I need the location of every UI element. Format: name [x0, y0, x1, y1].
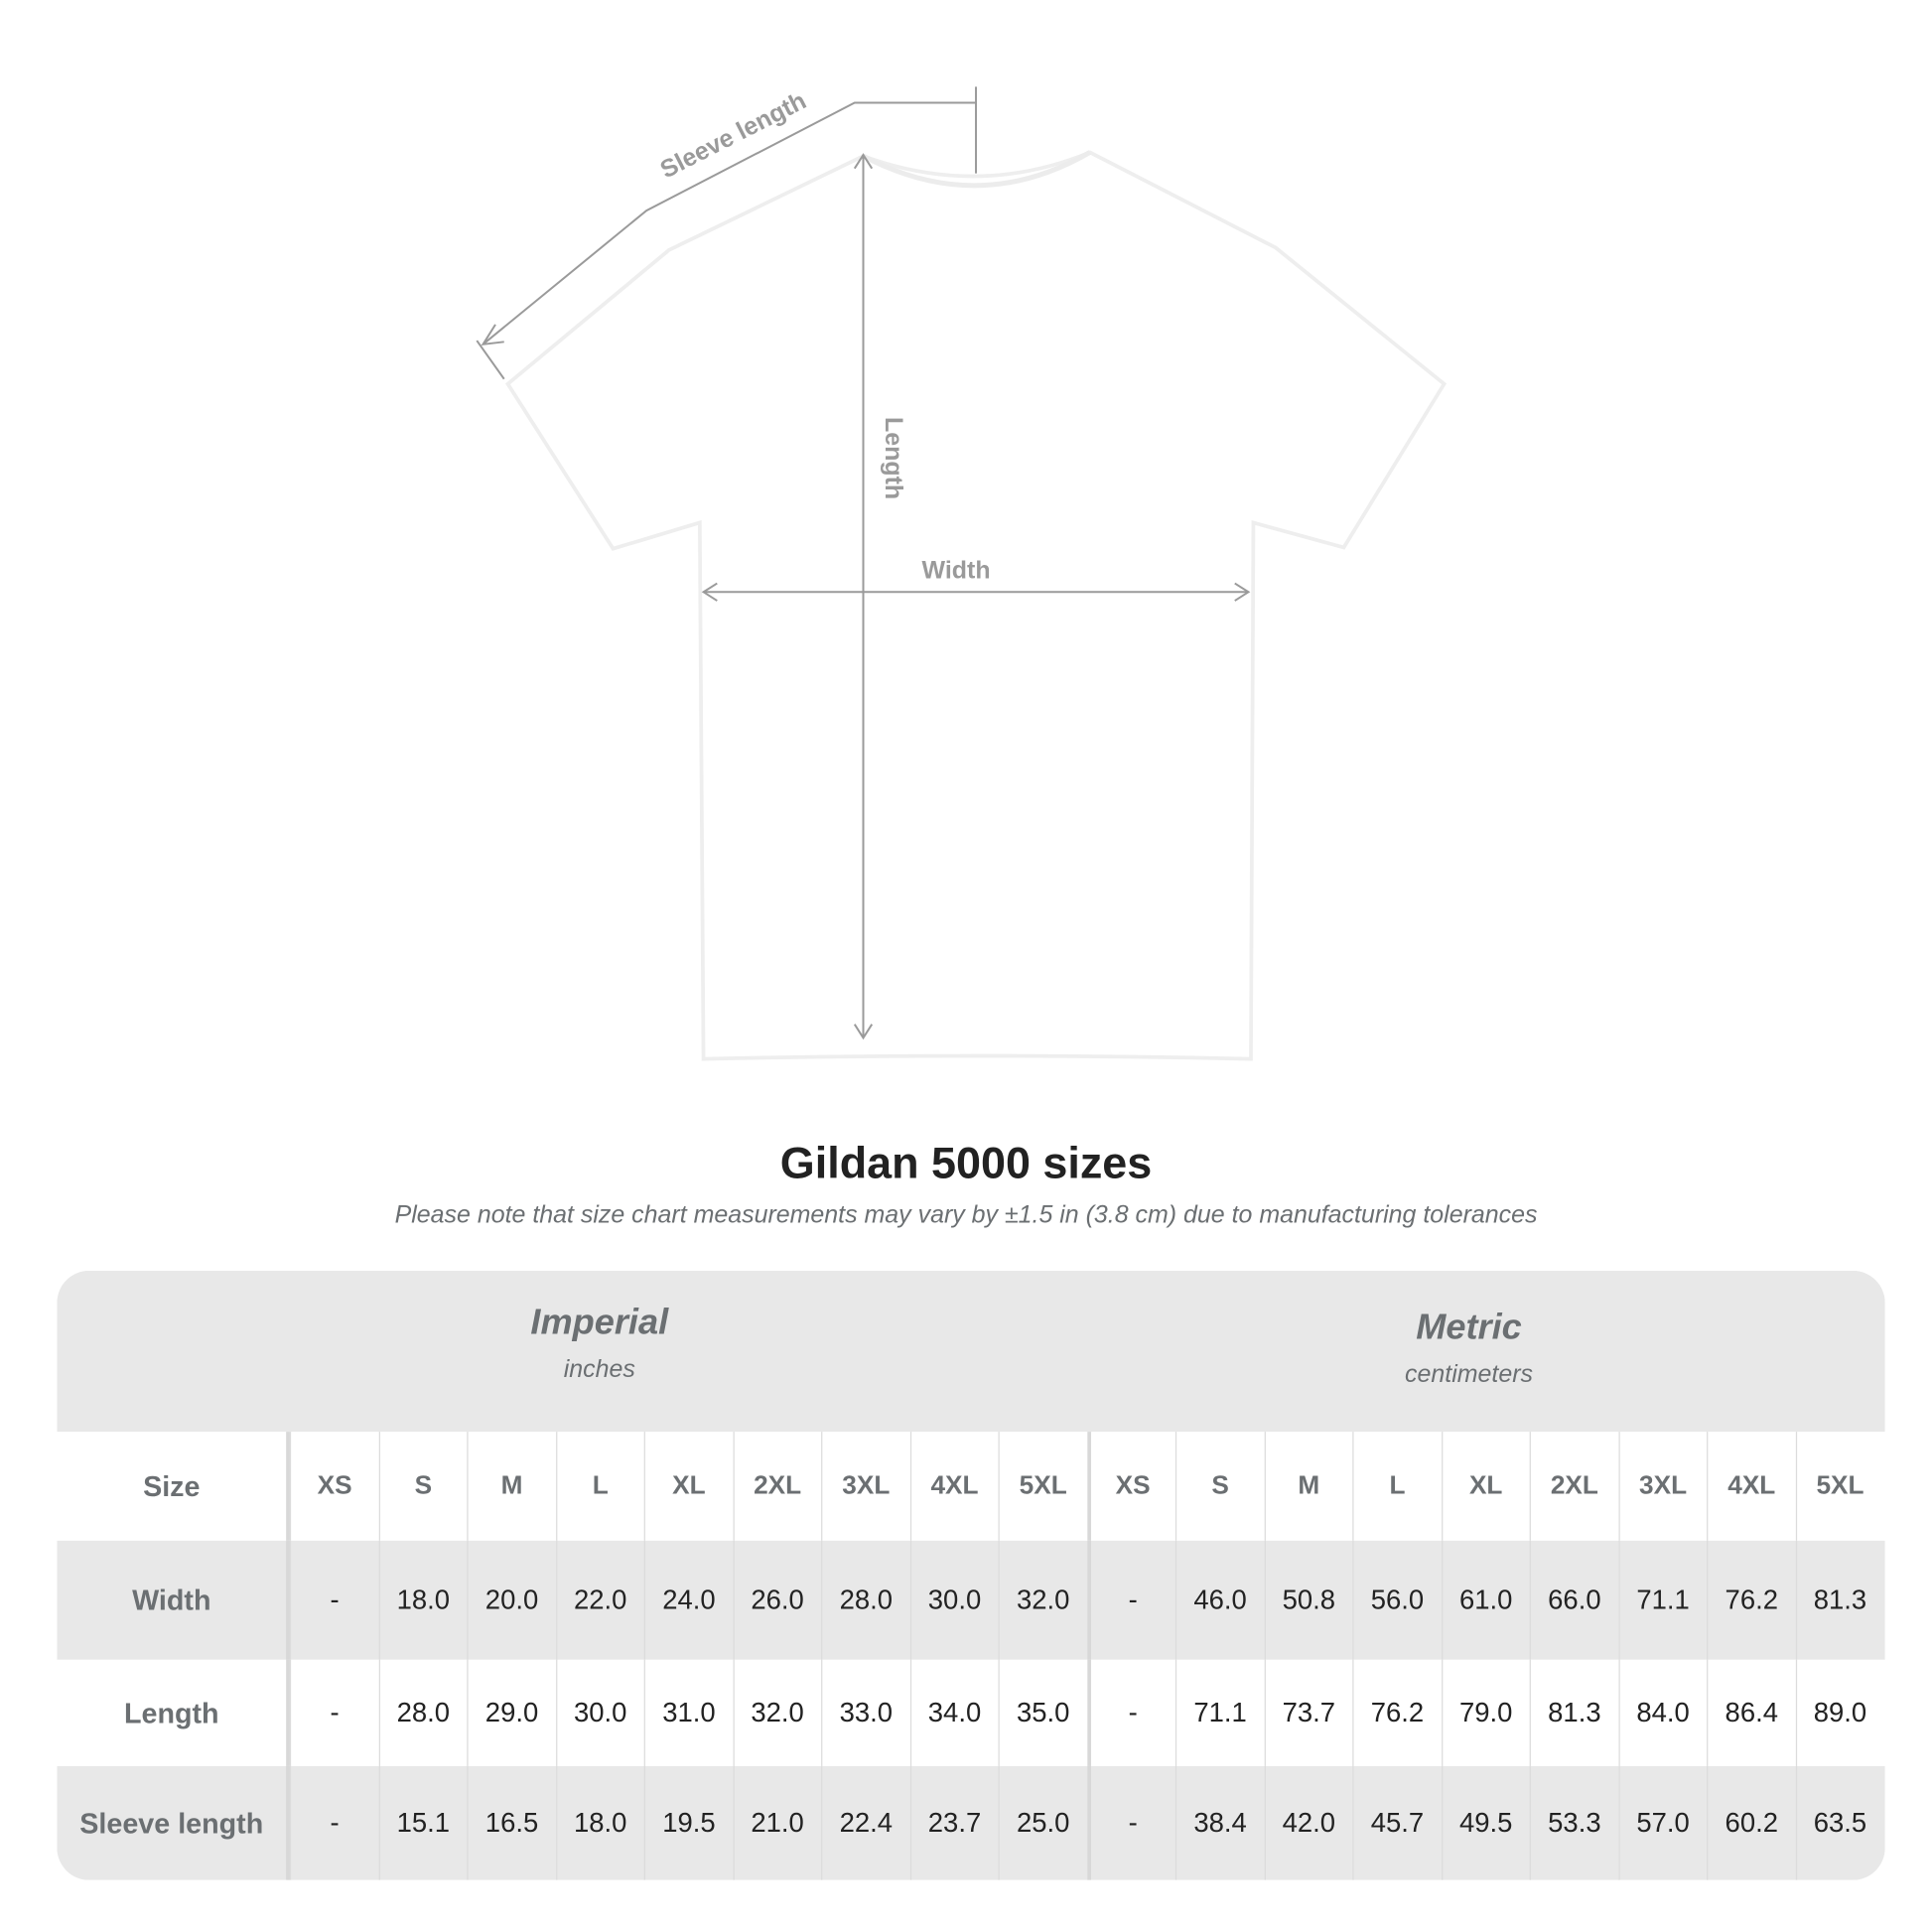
- value-cell-imperial: 23.7: [909, 1765, 998, 1880]
- value-cell-imperial: 26.0: [732, 1540, 821, 1660]
- collar: [862, 150, 1092, 189]
- size-header-imperial: S: [378, 1432, 467, 1541]
- row-label: Width: [57, 1540, 290, 1660]
- tolerance-note: Please note that size chart measurements…: [394, 1201, 1538, 1229]
- value-cell-metric: 71.1: [1174, 1659, 1264, 1766]
- value-cell-metric: 76.2: [1707, 1540, 1795, 1660]
- row-label: Sleeve length: [57, 1765, 290, 1880]
- width-label: Width: [922, 557, 991, 585]
- value-cell-metric: 81.3: [1529, 1659, 1618, 1766]
- value-cell-metric: 61.0: [1441, 1540, 1529, 1660]
- value-cell-imperial: 21.0: [732, 1765, 821, 1880]
- size-header-row: Size XS S M L XL 2XL 3XL 4XL 5XL XS S M L XL 2XL 3XL 4XL…: [57, 1432, 1884, 1541]
- value-cell-imperial: 16.5: [467, 1765, 555, 1880]
- value-cell-imperial: 29.0: [467, 1659, 555, 1766]
- value-cell-metric: 76.2: [1352, 1659, 1441, 1766]
- size-header-imperial: 3XL: [821, 1432, 909, 1541]
- value-cell-imperial: 30.0: [555, 1659, 644, 1766]
- sleeve-length-label: Sleeve length: [656, 86, 811, 184]
- size-header-metric: 3XL: [1617, 1432, 1707, 1541]
- metric-unit: centimeters: [1405, 1361, 1534, 1389]
- value-cell-metric: -: [1086, 1765, 1175, 1880]
- value-cell-imperial: 22.4: [821, 1765, 909, 1880]
- value-cell-metric: 53.3: [1529, 1765, 1618, 1880]
- value-cell-imperial: 28.0: [821, 1540, 909, 1660]
- size-header-imperial: 4XL: [909, 1432, 998, 1541]
- value-cell-metric: 60.2: [1707, 1765, 1795, 1880]
- value-cell-imperial: 34.0: [909, 1659, 998, 1766]
- value-cell-imperial: 25.0: [998, 1765, 1086, 1880]
- value-cell-imperial: -: [289, 1540, 378, 1660]
- size-header-metric: XS: [1086, 1432, 1175, 1541]
- value-cell-imperial: -: [289, 1765, 378, 1880]
- imperial-unit: inches: [563, 1356, 635, 1384]
- value-cell-metric: 50.8: [1264, 1540, 1352, 1660]
- value-cell-imperial: 32.0: [732, 1659, 821, 1766]
- value-cell-metric: 66.0: [1529, 1540, 1618, 1660]
- value-cell-imperial: 31.0: [643, 1659, 733, 1766]
- value-cell-imperial: 28.0: [378, 1659, 467, 1766]
- table-row: Width -18.0 20.0 22.0 24.0 26.0 28.0 30.0 32.0-4…: [57, 1540, 1885, 1660]
- size-header-metric: M: [1264, 1432, 1352, 1541]
- imperial-header: Imperial inches: [290, 1303, 909, 1384]
- size-header-metric: 5XL: [1795, 1432, 1883, 1541]
- length-label: Length: [880, 417, 907, 499]
- value-cell-metric: -: [1086, 1659, 1175, 1766]
- size-header-metric: S: [1174, 1432, 1264, 1541]
- value-cell-metric: 81.3: [1795, 1540, 1883, 1660]
- value-cell-imperial: 33.0: [821, 1659, 909, 1766]
- metric-header: Metric centimeters: [1160, 1308, 1779, 1389]
- size-table: Imperial inches Metric centimeters Size …: [57, 1270, 1885, 1880]
- row-label: Length: [57, 1659, 290, 1766]
- imperial-title: Imperial: [530, 1303, 669, 1343]
- value-cell-metric: 49.5: [1441, 1765, 1529, 1880]
- value-cell-imperial: 30.0: [909, 1540, 998, 1660]
- value-cell-imperial: 18.0: [378, 1540, 467, 1660]
- value-cell-metric: 57.0: [1617, 1765, 1707, 1880]
- value-cell-imperial: 35.0: [998, 1659, 1086, 1766]
- value-cell-imperial: 32.0: [998, 1540, 1086, 1660]
- value-cell-metric: 73.7: [1264, 1659, 1352, 1766]
- value-cell-imperial: 15.1: [378, 1765, 467, 1880]
- size-header-imperial: XL: [643, 1432, 733, 1541]
- size-label: Size: [57, 1432, 290, 1541]
- page-title: Gildan 5000 sizes: [779, 1137, 1153, 1188]
- value-cell-imperial: 19.5: [643, 1765, 733, 1880]
- size-header-imperial: L: [555, 1432, 644, 1541]
- size-header-metric: L: [1352, 1432, 1441, 1541]
- size-header-metric: XL: [1441, 1432, 1529, 1541]
- table-header-band: Imperial inches Metric centimeters: [57, 1270, 1885, 1433]
- value-cell-imperial: 24.0: [643, 1540, 733, 1660]
- value-cell-imperial: 20.0: [467, 1540, 555, 1660]
- table-row: Length -28.0 29.0 30.0 31.0 32.0 33.0 34.0 35.0-…: [57, 1659, 1884, 1766]
- value-cell-imperial: 22.0: [555, 1540, 644, 1660]
- value-cell-metric: 45.7: [1352, 1765, 1441, 1880]
- metric-title: Metric: [1416, 1308, 1522, 1348]
- size-header-metric: 4XL: [1707, 1432, 1795, 1541]
- value-cell-metric: 38.4: [1174, 1765, 1264, 1880]
- value-cell-metric: 42.0: [1264, 1765, 1352, 1880]
- sleeve-length-line: [482, 101, 977, 345]
- size-header-metric: 2XL: [1529, 1432, 1618, 1541]
- size-header-imperial: M: [467, 1432, 555, 1541]
- value-cell-metric: -: [1086, 1540, 1175, 1660]
- size-header-imperial: 5XL: [998, 1432, 1086, 1541]
- value-cell-metric: 89.0: [1795, 1659, 1883, 1766]
- value-cell-imperial: -: [289, 1659, 378, 1766]
- size-header-imperial: 2XL: [732, 1432, 821, 1541]
- value-cell-metric: 71.1: [1617, 1540, 1707, 1660]
- tshirt-shape: [505, 150, 1448, 1061]
- value-cell-metric: 79.0: [1441, 1659, 1529, 1766]
- value-cell-metric: 63.5: [1795, 1765, 1883, 1880]
- table-row: Sleeve length -15.1 16.5 18.0 19.5 21.0 22.4 23…: [57, 1765, 1885, 1880]
- value-cell-metric: 84.0: [1617, 1659, 1707, 1766]
- value-cell-metric: 86.4: [1707, 1659, 1795, 1766]
- tshirt-diagram: Sleeve length Length Width: [476, 86, 1448, 1061]
- value-cell-metric: 46.0: [1174, 1540, 1264, 1660]
- size-header-imperial: XS: [289, 1432, 378, 1541]
- value-cell-metric: 56.0: [1352, 1540, 1441, 1660]
- value-cell-imperial: 18.0: [555, 1765, 644, 1880]
